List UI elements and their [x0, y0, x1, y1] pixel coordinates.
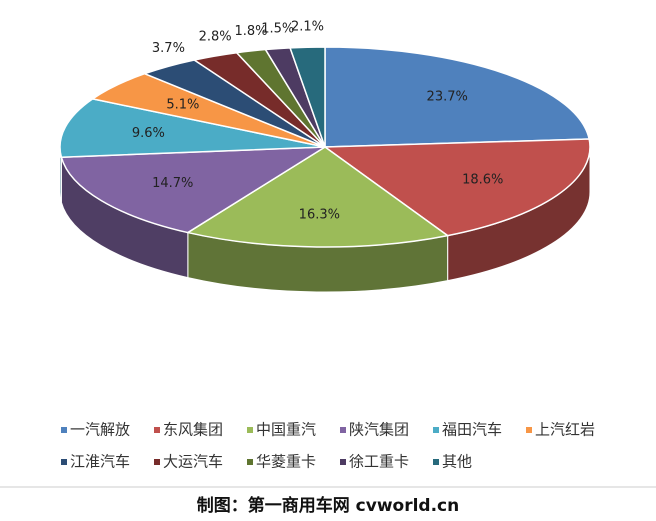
legend-swatch [154, 459, 160, 465]
data-label: 16.3% [299, 207, 340, 222]
slice [185, 146, 450, 248]
legend-swatch [433, 427, 439, 433]
legend-label: 大运汽车 [163, 453, 223, 471]
legend-label: 陕汽集团 [349, 421, 409, 439]
slice [289, 46, 326, 148]
data-label: 1.5% [261, 21, 294, 36]
data-label: 5.1% [166, 98, 199, 113]
legend-swatch [61, 459, 67, 465]
legend-label: 东风集团 [163, 421, 223, 439]
legend-swatch [154, 427, 160, 433]
legend-label: 华菱重卡 [256, 453, 316, 471]
caption: 制图：第一商用车网 cvworld.cn [197, 495, 459, 516]
data-label: 14.7% [152, 176, 193, 191]
data-label: 2.8% [199, 30, 232, 45]
legend-label: 徐工重卡 [349, 453, 409, 471]
legend-swatch [61, 427, 67, 433]
data-label: 1.8% [234, 24, 267, 39]
data-label: 23.7% [427, 90, 468, 105]
legend-label: 中国重汽 [256, 421, 316, 439]
data-label: 3.7% [152, 41, 185, 56]
legend-label: 上汽红岩 [535, 421, 595, 439]
legend-label: 一汽解放 [70, 421, 130, 439]
data-label: 9.6% [132, 126, 165, 141]
data-label: 2.1% [291, 20, 324, 35]
data-label: 18.6% [462, 172, 503, 187]
legend-swatch [247, 427, 253, 433]
legend-swatch [340, 459, 346, 465]
legend-swatch [526, 427, 532, 433]
slice [322, 138, 591, 237]
legend-swatch [340, 427, 346, 433]
slice [59, 98, 326, 158]
legend-label: 其他 [442, 453, 472, 471]
legend-swatch [247, 459, 253, 465]
legend-swatch [433, 459, 439, 465]
slice [324, 46, 591, 148]
slice [60, 146, 328, 234]
legend-label: 江淮汽车 [70, 453, 130, 471]
legend-label: 福田汽车 [442, 421, 502, 439]
